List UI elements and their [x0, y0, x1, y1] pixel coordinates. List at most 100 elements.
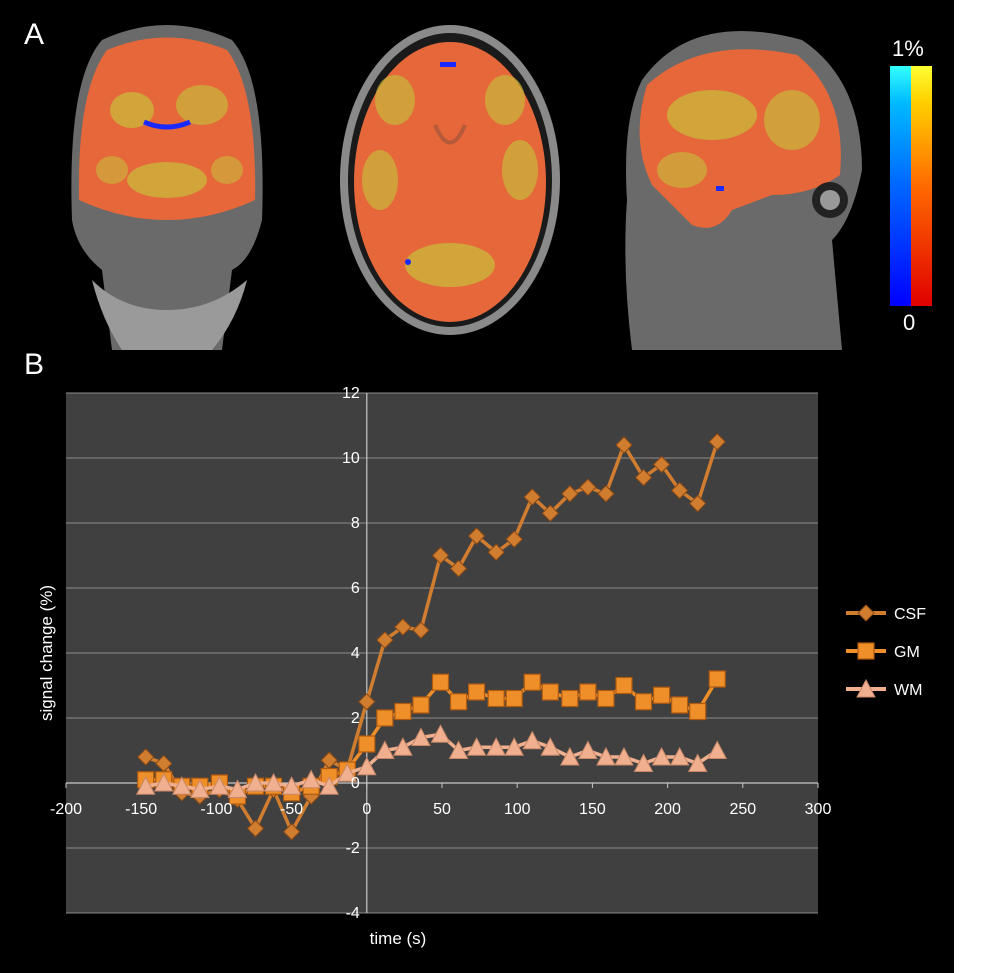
- y-tick-label: 12: [342, 385, 360, 402]
- data-point-gm: [708, 670, 726, 688]
- data-point-gm: [523, 673, 541, 691]
- data-point-wm: [337, 763, 358, 782]
- legend-label: CSF: [894, 606, 926, 623]
- data-point-gm: [671, 696, 689, 714]
- data-point-csf: [579, 478, 597, 496]
- series-layer: [135, 433, 728, 841]
- data-point-wm: [356, 756, 377, 776]
- data-point-gm: [615, 676, 633, 695]
- data-point-wm: [669, 746, 690, 766]
- data-point-wm: [227, 779, 248, 798]
- data-point-csf: [634, 468, 653, 487]
- x-tick-label: -150: [125, 801, 157, 818]
- data-point-wm: [319, 776, 340, 795]
- x-tick-label: -100: [200, 801, 232, 818]
- x-tick-label: -50: [280, 801, 303, 818]
- panel-b-label: B: [24, 348, 45, 381]
- data-point-gm: [376, 709, 394, 727]
- data-point-gm: [412, 696, 430, 714]
- y-tick-label: 4: [351, 645, 360, 662]
- data-point-csf: [467, 527, 486, 545]
- colorbar-min-label: 0: [903, 310, 916, 335]
- data-point-wm: [393, 737, 413, 756]
- data-point-wm: [263, 772, 284, 792]
- data-point-wm: [135, 776, 156, 795]
- y-tick-label: -4: [346, 905, 360, 922]
- legend-marker: [857, 604, 875, 622]
- y-tick-label: 10: [342, 450, 360, 467]
- data-point-wm: [707, 740, 728, 759]
- data-point-csf: [541, 504, 559, 522]
- legend-marker: [856, 678, 876, 698]
- data-point-wm: [430, 724, 451, 743]
- data-point-csf: [652, 455, 671, 474]
- data-point-csf: [561, 485, 579, 503]
- data-point-csf: [597, 485, 615, 503]
- y-tick-label: -2: [346, 840, 360, 857]
- data-point-wm: [153, 772, 174, 792]
- data-point-csf: [670, 481, 689, 500]
- data-point-gm: [689, 702, 707, 721]
- data-point-wm: [614, 746, 634, 766]
- x-tick-label: -200: [50, 801, 82, 818]
- figure: A: [0, 0, 954, 973]
- data-point-wm: [301, 769, 321, 789]
- legend: CSF GM WM: [846, 604, 926, 699]
- data-point-wm: [375, 740, 395, 759]
- data-point-csf: [412, 621, 430, 639]
- colorbar-max-label: 1%: [892, 36, 924, 61]
- data-point-wm: [687, 753, 708, 772]
- sagittal-brain-slice: [625, 31, 862, 350]
- data-point-wm: [596, 746, 616, 766]
- data-point-wm: [281, 776, 302, 795]
- data-point-wm: [651, 746, 672, 766]
- data-point-wm: [578, 740, 598, 759]
- data-point-csf: [431, 546, 450, 565]
- data-point-gm: [597, 689, 615, 708]
- axial-brain-slice: [340, 25, 560, 335]
- data-point-gm: [505, 689, 523, 708]
- legend-label: GM: [894, 644, 920, 661]
- data-point-csf: [708, 433, 726, 451]
- data-point-wm: [540, 737, 561, 756]
- data-point-csf: [246, 819, 265, 838]
- data-point-csf: [523, 488, 541, 506]
- data-point-csf: [449, 559, 468, 578]
- y-tick-label: 8: [351, 515, 360, 532]
- legend-marker: [857, 642, 875, 660]
- data-point-gm: [487, 689, 505, 708]
- coronal-brain-slice: [71, 25, 263, 350]
- data-point-wm: [466, 737, 487, 756]
- data-point-wm: [209, 776, 230, 795]
- data-point-wm: [245, 772, 266, 792]
- x-tick-label: 250: [729, 801, 756, 818]
- data-point-wm: [190, 779, 210, 798]
- data-point-gm: [449, 693, 468, 711]
- signal-change-chart: -4 -2 0 2 4 6 8 10 12 -200 -150 -100 -50 0 50 100 150 200…: [37, 385, 926, 948]
- x-tick-label: 100: [504, 801, 531, 818]
- data-point-csf: [394, 618, 412, 636]
- data-point-wm: [504, 737, 525, 756]
- x-tick-label: 0: [362, 801, 371, 818]
- data-point-wm: [522, 730, 543, 750]
- legend-item-wm: WM: [846, 678, 922, 699]
- data-point-csf: [487, 543, 505, 561]
- colorbar-negative: [890, 66, 911, 306]
- data-point-gm: [561, 689, 579, 708]
- data-point-wm: [633, 753, 654, 772]
- data-point-csf: [376, 631, 394, 649]
- legend-item-csf: CSF: [846, 604, 926, 623]
- y-tick-label: 6: [351, 580, 360, 597]
- data-point-csf: [505, 530, 523, 548]
- data-point-csf: [282, 823, 301, 841]
- series-wm: [135, 724, 728, 798]
- y-tick-label: 2: [351, 710, 360, 727]
- data-point-wm: [171, 776, 192, 795]
- data-point-gm: [467, 683, 486, 701]
- y-axis-label: signal change (%): [37, 585, 56, 721]
- data-point-gm: [358, 735, 376, 753]
- gridlines: [66, 392, 818, 914]
- y-tick-label: 0: [351, 775, 360, 792]
- data-point-gm: [579, 683, 597, 701]
- data-point-csf: [137, 748, 155, 766]
